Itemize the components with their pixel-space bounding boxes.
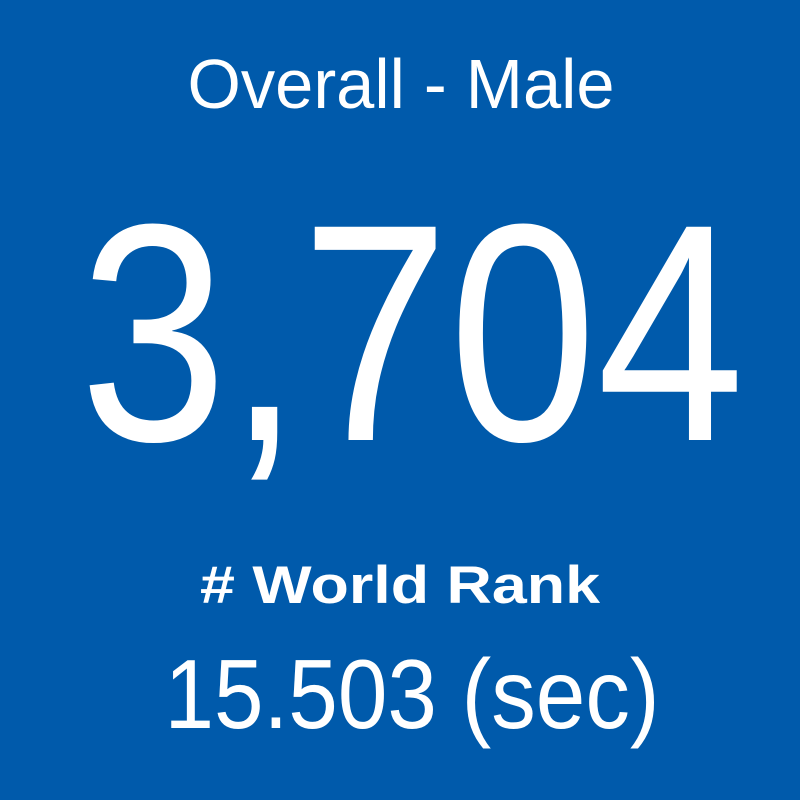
- tile-title: Overall - Male: [188, 45, 615, 123]
- time-value: 15.503 (sec): [165, 639, 660, 749]
- rank-label: # World Rank: [200, 556, 601, 615]
- rank-value: 3,704: [80, 159, 745, 506]
